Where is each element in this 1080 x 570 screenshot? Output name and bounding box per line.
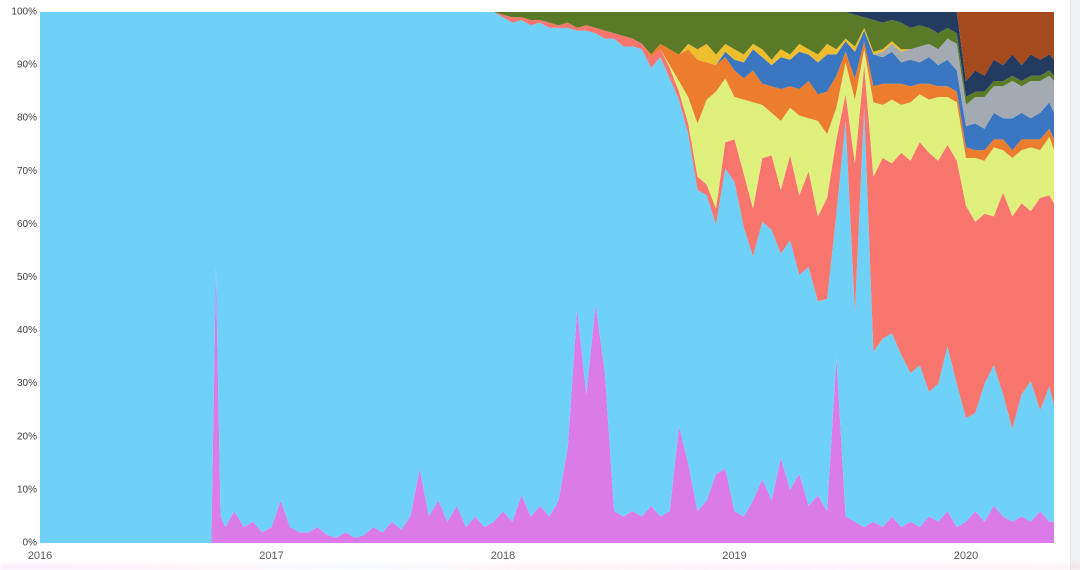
y-axis-tick-30: 30%	[17, 378, 37, 389]
x-axis-tick-2016: 2016	[28, 550, 52, 562]
y-axis-tick-60: 60%	[17, 219, 37, 230]
y-axis-tick-0: 0%	[23, 538, 38, 549]
bottom-blur-band	[0, 564, 1080, 570]
area-series-lime	[40, 12, 1054, 222]
y-axis-tick-70: 70%	[17, 166, 37, 177]
y-axis-tick-10: 10%	[17, 484, 37, 495]
y-axis-tick-80: 80%	[17, 113, 37, 124]
x-axis-tick-2019: 2019	[722, 550, 746, 562]
y-axis-tick-40: 40%	[17, 325, 37, 336]
area-series-navy	[40, 12, 1054, 97]
x-axis-tick-2018: 2018	[491, 550, 515, 562]
area-series-salmon	[40, 12, 1054, 429]
area-series-olive	[40, 12, 1054, 105]
right-gutter	[1070, 0, 1080, 570]
y-axis-tick-50: 50%	[17, 272, 37, 283]
y-axis-tick-20: 20%	[17, 431, 37, 442]
y-axis-tick-100: 100%	[11, 7, 37, 18]
x-axis-tick-2020: 2020	[954, 550, 978, 562]
area-series-sky	[40, 12, 1054, 543]
y-axis-tick-90: 90%	[17, 60, 37, 71]
x-axis-tick-2017: 2017	[259, 550, 283, 562]
